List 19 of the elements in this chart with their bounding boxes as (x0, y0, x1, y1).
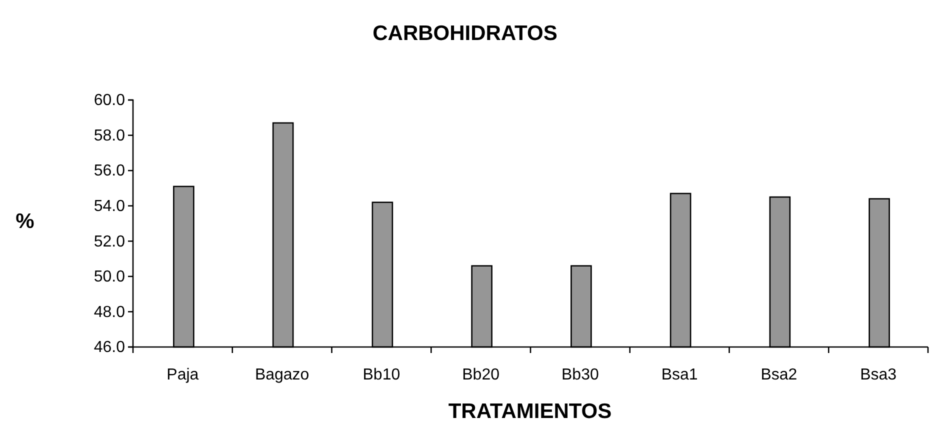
x-axis-title: TRATAMIENTOS (448, 400, 612, 423)
y-tick-label: 50.0 (94, 268, 126, 286)
x-tick-label: Bb10 (362, 366, 400, 384)
y-axis-title: % (16, 210, 35, 233)
x-tick-label: Bsa1 (661, 366, 698, 384)
y-tick-label: 46.0 (94, 339, 126, 356)
y-tick-label: 58.0 (94, 127, 126, 144)
x-tick-label: Bsa2 (760, 366, 798, 384)
x-tick-label: Bb30 (562, 366, 599, 384)
y-tick-label: 56.0 (94, 162, 126, 180)
x-tick-label: Bsa3 (860, 366, 897, 384)
x-tick-label: Bb20 (462, 366, 500, 384)
y-tick-label: 52.0 (94, 233, 126, 250)
y-tick-label: 48.0 (94, 304, 126, 321)
chart-title: CARBOHIDRATOS (372, 22, 558, 45)
x-tick-label: Paja (166, 366, 199, 384)
x-tick-label: Bagazo (254, 366, 310, 384)
y-tick-label: 54.0 (94, 198, 126, 215)
y-tick-label: 60.0 (94, 92, 126, 110)
